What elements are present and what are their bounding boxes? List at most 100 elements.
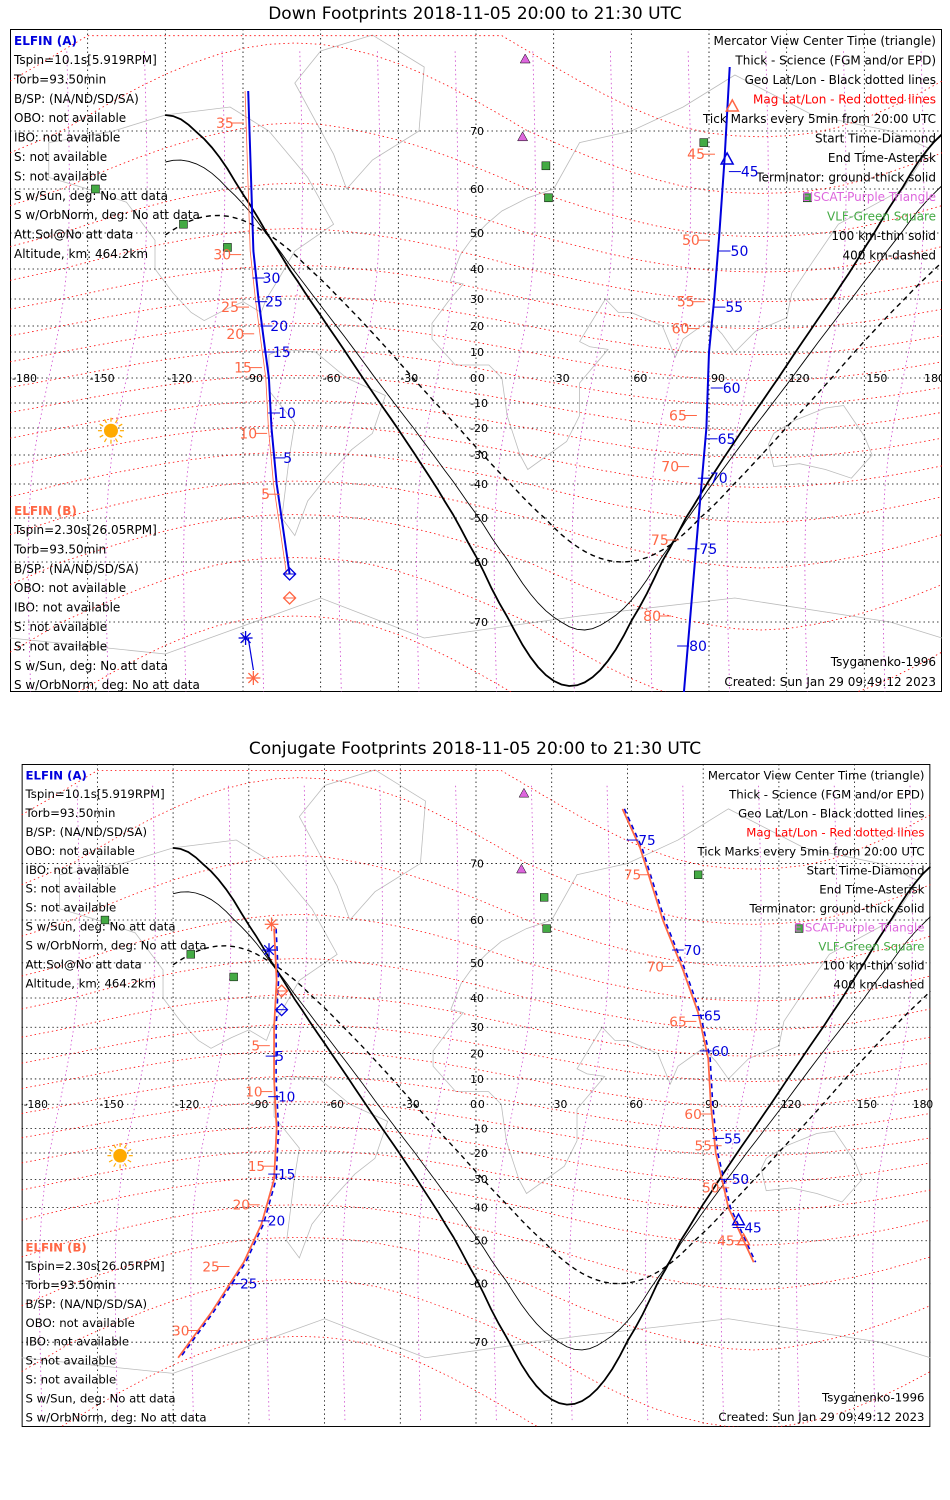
sun-ray: [127, 1148, 132, 1152]
conjugate-title: Conjugate Footprints 2018-11-05 20:00 to…: [248, 739, 702, 759]
conj-sat-a-label: 20: [268, 1214, 285, 1230]
lat-tick-label: -60: [470, 1278, 488, 1291]
sat-b-info-line: Tspin=2.30s[26.05RPM]: [25, 1259, 165, 1273]
mag-meridian: [644, 785, 686, 1421]
conj-sat-b-label: 30: [172, 1323, 189, 1339]
sat-b-info-line: OBO: not available: [26, 1316, 135, 1330]
lat-tick-label: -40: [470, 1202, 488, 1215]
sat-b-info-line: B/SP: (NA/ND/SD/SA): [14, 562, 139, 576]
mag-meridians: [27, 50, 925, 692]
terminator-ground: [172, 846, 931, 1406]
sat-b-info-line: S w/Sun, deg: No att data: [26, 1391, 176, 1405]
sat-b-info-line: OBO: not available: [14, 581, 126, 595]
sat-a-east-label: 75: [699, 542, 717, 558]
legend-entry: Start Time-Diamond: [815, 132, 936, 146]
sat-b-east-label: 70: [661, 460, 679, 476]
sat-b-info-line: S: not available: [26, 1373, 117, 1387]
mag-parallel: [21, 855, 931, 967]
down-title: Down Footprints 2018-11-05 20:00 to 21:3…: [268, 4, 682, 24]
sat-a-east-track: [682, 66, 731, 692]
mag-meridian: [183, 50, 226, 692]
sun-ray: [103, 438, 107, 443]
lon-tick-label: 120: [789, 372, 810, 385]
sat-a-info-line: IBO: not available: [14, 131, 120, 145]
mag-parallel: [59, 1335, 539, 1427]
mag-parallel: [10, 228, 942, 303]
conj-sat-b-label: 10: [245, 1084, 262, 1100]
mag-parallel: [77, 615, 512, 692]
lon-tick-label: 60: [633, 372, 647, 385]
sat-a-info-line: OBO: not available: [14, 111, 126, 125]
legend-entry: Thick - Science (FGM and/or EPD): [734, 54, 936, 68]
lat-tick-label: 40: [470, 263, 484, 276]
conj-sat-b-east-label: 55: [695, 1139, 712, 1155]
terminator-400km: [172, 945, 931, 1285]
lon-tick-label: -120: [175, 1098, 200, 1111]
sat-a-name: ELFIN (A): [26, 769, 87, 783]
continent-5: [21, 1318, 931, 1374]
lat-tick-label: -30: [470, 1173, 488, 1186]
conj-sat-b-track: [177, 928, 278, 1359]
sat-b-label: 35: [216, 116, 234, 132]
conj-sat-b-east-label: 70: [647, 959, 664, 975]
continent-4: [298, 769, 426, 921]
lon-tick-label: 0: [478, 1098, 485, 1111]
sat-a-info-line: Altitude, km: 464.2km: [26, 976, 157, 990]
lat-tick-label: 70: [470, 125, 484, 138]
conj-sat-b-label: 25: [202, 1259, 219, 1275]
vlf-square: [699, 138, 709, 147]
sun-ray: [114, 438, 118, 443]
conj-sat-b-center-triangle: [736, 1232, 751, 1246]
sun-ray: [113, 1162, 117, 1167]
mag-meridian: [341, 785, 383, 1421]
sat-a-east-label: 45: [741, 165, 759, 181]
lat-tick-label: -40: [470, 478, 488, 491]
legend-entry: Tick Marks every 5min from 20:00 UTC: [702, 112, 936, 126]
mag-parallel: [21, 1050, 931, 1108]
lat-tick-label: 60: [470, 183, 484, 196]
continent-1: [268, 348, 386, 537]
sat-b-east-label: 55: [677, 295, 695, 311]
conj-sat-a-start-diamond: [274, 1002, 289, 1017]
eiscat-triangle: [519, 53, 531, 64]
model-label: Tsyganenko-1996: [821, 1391, 924, 1405]
legend-entry: 400 km-dashed: [833, 978, 924, 992]
lat-tick-label: -20: [470, 422, 488, 435]
lat-tick-label: -60: [470, 556, 488, 569]
vlf-square: [803, 193, 812, 203]
sat-b-east-label: 50: [682, 233, 700, 249]
eiscat-triangle: [516, 863, 527, 874]
sun-ray: [99, 423, 104, 427]
sun-icon: [97, 417, 124, 444]
conj-sat-a-east-label: 60: [712, 1044, 729, 1060]
mag-parallel: [21, 994, 931, 1057]
lat-tick-label: -10: [470, 397, 488, 410]
sat-a-east-label: 50: [731, 244, 749, 260]
mag-parallel: [10, 122, 942, 238]
vlf-square: [223, 243, 232, 252]
sat-b-info-line: S w/OrbNorm, deg: No att data: [26, 1410, 207, 1424]
continent-1: [273, 1075, 389, 1259]
lon-tick-label: -180: [24, 1098, 49, 1111]
mag-meridian: [649, 50, 692, 692]
conj-sat-a-label: 10: [278, 1090, 295, 1106]
sat-a-info-line: OBO: not available: [26, 844, 135, 858]
sat-b-info-line: S w/Sun, deg: No att data: [14, 659, 168, 673]
legend: Mercator View Center Time (triangle) Thic…: [697, 769, 925, 992]
mag-meridian: [569, 785, 611, 1421]
legend: Mercator View Center Time (triangle) Thic…: [702, 34, 936, 263]
lon-tick-label: 150: [857, 1098, 878, 1111]
legend-entry: Mag Lat/Lon - Red dotted lines: [753, 93, 936, 107]
continent-3: [760, 1130, 863, 1203]
sat-a-info-line: Tspin=10.1s[5.919RPM]: [25, 787, 165, 801]
mag-parallel: [10, 42, 942, 194]
legend-entry: VLF-Green Square: [818, 940, 924, 954]
sat-a-info-line: S w/OrbNorm, deg: No att data: [26, 938, 207, 952]
sat-b-label: 20: [226, 327, 244, 343]
sat-info: ELFIN (A) Tspin=10.1s[5.919RPM] Torb=93.50…: [13, 34, 200, 692]
continent-2: [432, 808, 919, 1195]
conj-sat-b-east-label: 45: [717, 1234, 734, 1250]
legend-entry: Tick Marks every 5min from 20:00 UTC: [697, 845, 925, 859]
sat-a-label: 5: [283, 451, 292, 467]
continent-3: [768, 405, 873, 479]
